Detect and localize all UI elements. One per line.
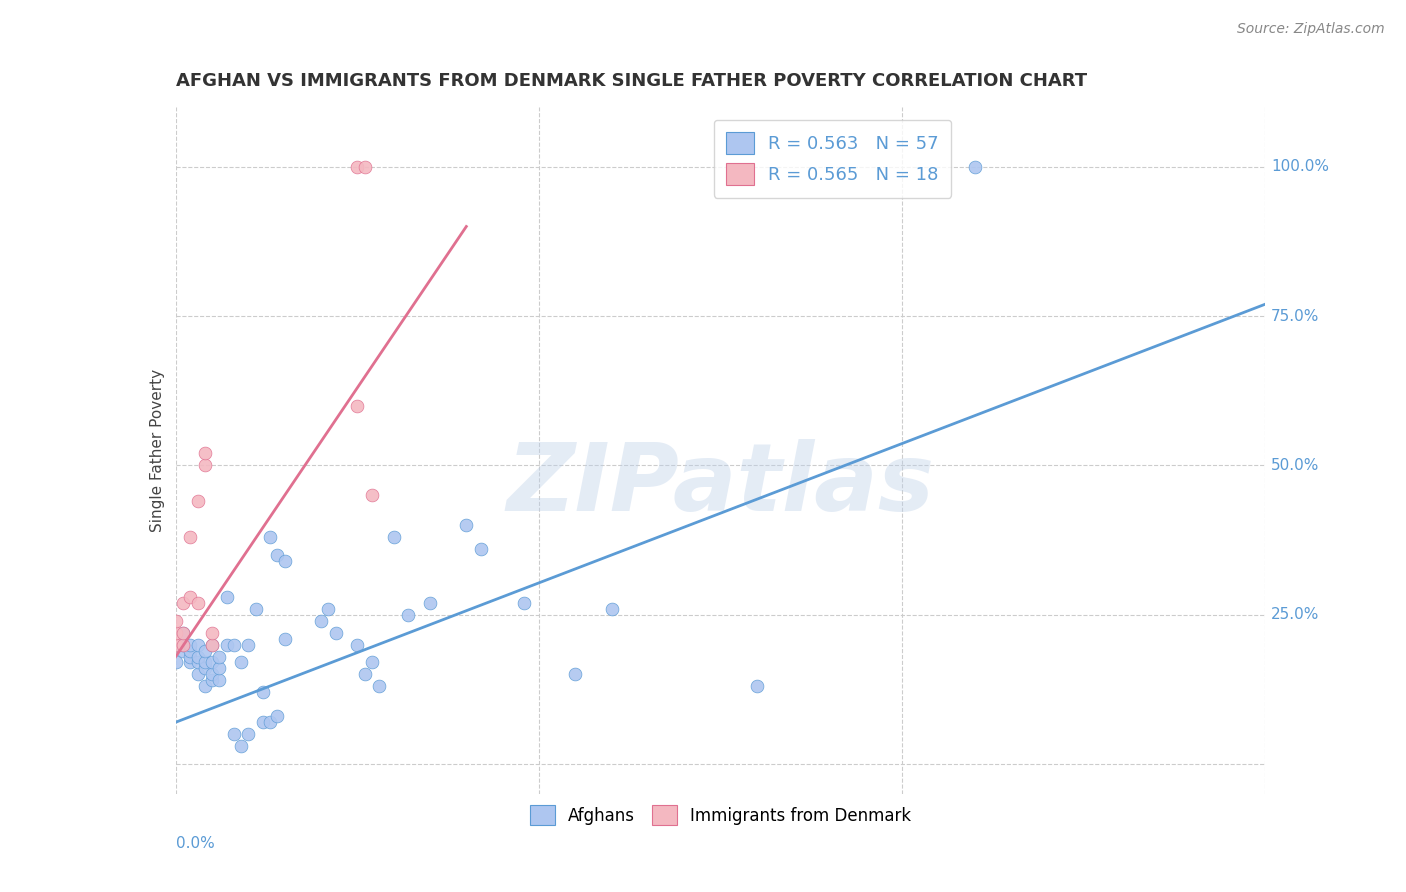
Text: 0.0%: 0.0% (176, 837, 215, 852)
Point (186, 596, 209, 610)
Point (231, 656, 253, 670)
Point (186, 667, 209, 681)
Point (201, 625, 224, 640)
Point (360, 488, 382, 502)
Point (179, 649, 201, 664)
Point (419, 596, 441, 610)
Point (172, 596, 194, 610)
Point (259, 715, 281, 730)
Point (172, 625, 194, 640)
Point (353, 667, 375, 681)
Point (231, 739, 253, 753)
Point (201, 656, 224, 670)
Point (513, 596, 536, 610)
Point (186, 649, 209, 664)
Point (238, 727, 260, 741)
Point (201, 673, 224, 688)
Point (179, 530, 201, 544)
Point (208, 649, 231, 664)
Point (346, 399, 368, 413)
Point (745, 679, 768, 693)
Point (179, 590, 201, 604)
Point (564, 667, 586, 681)
Point (353, 160, 375, 174)
Point (318, 601, 340, 615)
Point (456, 518, 478, 533)
Point (172, 643, 194, 657)
Point (368, 679, 391, 693)
Point (194, 458, 217, 473)
Point (186, 638, 209, 652)
Point (165, 638, 187, 652)
Point (194, 446, 217, 460)
Point (252, 685, 274, 699)
Point (194, 661, 217, 675)
Point (215, 638, 238, 652)
Point (186, 494, 209, 508)
Point (194, 643, 217, 657)
Point (396, 607, 419, 622)
Point (382, 530, 405, 544)
Text: 100.0%: 100.0% (1271, 160, 1329, 174)
Point (600, 601, 623, 615)
Point (179, 638, 201, 652)
Point (259, 530, 281, 544)
Point (274, 632, 297, 646)
Text: 75.0%: 75.0% (1271, 309, 1319, 324)
Point (194, 679, 217, 693)
Point (360, 656, 382, 670)
Point (165, 656, 187, 670)
Text: 50.0%: 50.0% (1271, 458, 1319, 473)
Point (245, 601, 267, 615)
Legend: R = 0.563   N = 57, R = 0.565   N = 18: R = 0.563 N = 57, R = 0.565 N = 18 (714, 120, 952, 198)
Point (309, 614, 332, 628)
Point (194, 656, 217, 670)
Point (325, 625, 347, 640)
Point (172, 638, 194, 652)
Point (201, 638, 224, 652)
Point (238, 638, 260, 652)
Point (274, 554, 297, 568)
Point (215, 590, 238, 604)
Point (165, 625, 187, 640)
Y-axis label: Single Father Poverty: Single Father Poverty (149, 369, 165, 532)
Point (470, 541, 492, 556)
Point (222, 638, 245, 652)
Point (346, 160, 368, 174)
Point (172, 638, 194, 652)
Text: AFGHAN VS IMMIGRANTS FROM DENMARK SINGLE FATHER POVERTY CORRELATION CHART: AFGHAN VS IMMIGRANTS FROM DENMARK SINGLE… (176, 72, 1087, 90)
Point (179, 656, 201, 670)
Point (266, 709, 288, 723)
Point (165, 614, 187, 628)
Point (252, 715, 274, 730)
Point (208, 673, 231, 688)
Point (179, 643, 201, 657)
Point (186, 656, 209, 670)
Text: Source: ZipAtlas.com: Source: ZipAtlas.com (1237, 22, 1385, 37)
Point (963, 160, 986, 174)
Text: ZIPatlas: ZIPatlas (506, 439, 935, 531)
Point (172, 625, 194, 640)
Point (222, 727, 245, 741)
Point (346, 638, 368, 652)
Text: 25.0%: 25.0% (1271, 607, 1319, 623)
Point (201, 638, 224, 652)
Point (266, 548, 288, 562)
Point (208, 661, 231, 675)
Point (201, 667, 224, 681)
